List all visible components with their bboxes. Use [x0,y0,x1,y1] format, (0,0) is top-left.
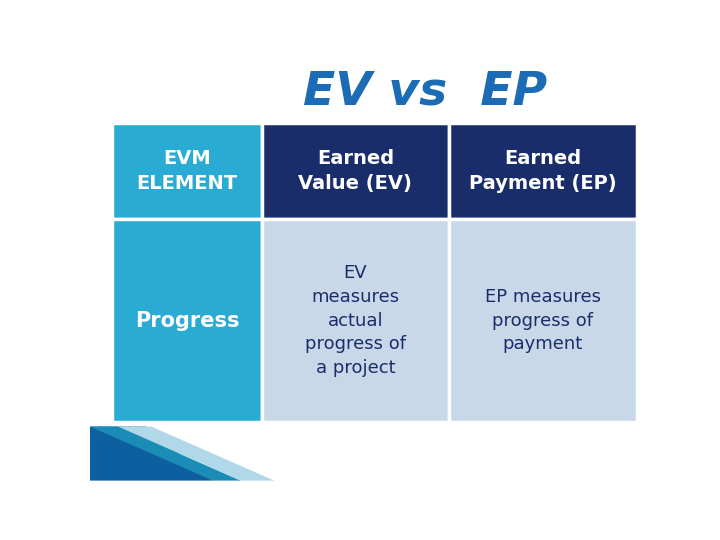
Polygon shape [90,427,240,481]
Text: Progress: Progress [135,310,239,330]
Text: Earned
Value (EV): Earned Value (EV) [299,149,413,193]
Polygon shape [118,427,274,481]
Bar [262,219,449,422]
Bar [262,123,449,219]
Text: Earned
Payment (EP): Earned Payment (EP) [469,149,617,193]
Bar [449,219,636,422]
Text: EV vs  EP: EV vs EP [302,69,547,114]
Text: EVM
ELEMENT: EVM ELEMENT [137,149,238,193]
Text: EP measures
progress of
payment: EP measures progress of payment [485,288,601,353]
Polygon shape [90,427,213,481]
Text: EV
measures
actual
progress of
a project: EV measures actual progress of a project [305,265,406,377]
Bar [449,123,636,219]
Bar [112,219,262,422]
Bar [112,123,262,219]
